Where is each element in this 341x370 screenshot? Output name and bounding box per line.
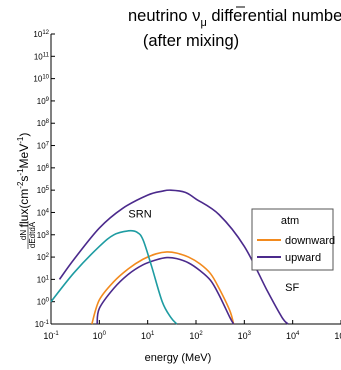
y-tick-label: 109 [37, 97, 50, 106]
y-tick-label: 1011 [34, 52, 50, 61]
y-label-mid1: s [17, 176, 31, 182]
y-label-sup1: -2 [16, 181, 25, 189]
x-tick-label: 100 [93, 331, 107, 341]
x-tick-label: 101 [141, 331, 155, 341]
x-axis-label: energy (MeV) [145, 352, 212, 364]
y-label-fraction-numerator: dN [19, 230, 28, 240]
annotation-label: SRN [128, 208, 151, 220]
series-line-upward [96, 256, 235, 325]
y-label-prefix: flux(cm [17, 189, 31, 228]
legend-box [251, 208, 334, 271]
y-tick-label: 106 [37, 164, 50, 173]
x-tick-label: 105 [334, 331, 341, 341]
series-line-unlabeled-3 [50, 229, 178, 325]
series-line-unlabeled-2 [58, 189, 289, 325]
y-tick-label: 105 [37, 186, 50, 195]
y-tick-label: 10-1 [35, 320, 50, 329]
y-label-fraction-denominator: dEdtdA [28, 221, 37, 248]
y-tick-label: 1010 [33, 75, 49, 84]
y-label-sup3: -1 [16, 136, 25, 144]
legend: atm downward upward [251, 208, 335, 271]
y-tick-label: 100 [37, 298, 50, 307]
y-tick-label: 104 [37, 208, 50, 217]
svg-text:flux(cm-2s-1MeV-1): flux(cm-2s-1MeV-1) [16, 133, 31, 228]
chart-title-symbol: ν [192, 7, 200, 25]
chart-title-suffix: differential number flux [207, 7, 341, 25]
chart-title-subscript: μ [200, 17, 206, 29]
y-axis: 10-1 100 101 102 103 104 105 106 107 108 109 1010 10… [33, 30, 55, 329]
y-tick-label: 1012 [33, 30, 49, 39]
x-tick-label: 104 [286, 331, 300, 341]
legend-label-downward: downward [285, 235, 335, 247]
series-group [50, 189, 289, 325]
x-tick-label: 102 [189, 331, 203, 341]
y-label-suffix: ) [17, 133, 31, 137]
y-tick-label: 102 [37, 253, 50, 262]
series-line-downward [91, 251, 235, 325]
y-axis-label: flux(cm-2s-1MeV-1) [16, 133, 31, 228]
annotation-label: SF [285, 282, 299, 294]
y-axis-fraction: dN dEdtdA [19, 221, 37, 249]
legend-label-upward: upward [285, 252, 321, 264]
y-label-sup2: -1 [16, 168, 25, 176]
legend-title: atm [281, 215, 299, 227]
chart-title: neutrino νμ differential number flux [128, 7, 341, 29]
y-label-mid2: MeV [17, 144, 31, 169]
chart-subtitle: (after mixing) [143, 32, 239, 50]
y-tick-label: 108 [37, 119, 50, 128]
chart-title-prefix: neutrino [128, 7, 192, 25]
y-tick-label: 107 [37, 142, 50, 151]
y-tick-label: 103 [37, 231, 50, 240]
y-tick-label: 101 [37, 275, 50, 284]
x-tick-label: 10-1 [43, 331, 59, 341]
x-tick-label: 103 [238, 331, 252, 341]
annotation-group: SRN SF [128, 208, 299, 294]
